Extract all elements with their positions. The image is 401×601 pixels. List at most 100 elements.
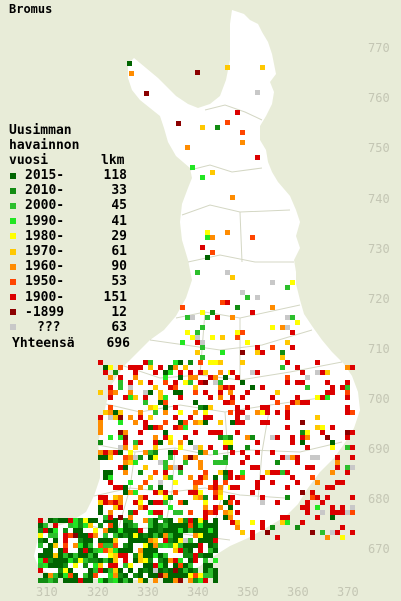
observation-square bbox=[213, 495, 218, 500]
observation-square bbox=[88, 523, 93, 528]
observation-square bbox=[193, 410, 198, 415]
x-tick-label: 360 bbox=[287, 585, 309, 599]
observation-square bbox=[103, 518, 108, 523]
observation-square bbox=[128, 460, 133, 465]
observation-square bbox=[93, 533, 98, 538]
observation-square bbox=[133, 500, 138, 505]
observation-square bbox=[260, 350, 265, 355]
observation-square bbox=[208, 538, 213, 543]
observation-square bbox=[250, 310, 255, 315]
legend-row: 2000- 45 bbox=[9, 198, 130, 213]
observation-square bbox=[213, 360, 218, 365]
observation-square bbox=[280, 515, 285, 520]
observation-square bbox=[200, 175, 205, 180]
observation-square bbox=[228, 505, 233, 510]
observation-square bbox=[168, 505, 173, 510]
observation-square bbox=[208, 523, 213, 528]
observation-square bbox=[68, 553, 73, 558]
observation-square bbox=[158, 490, 163, 495]
observation-square bbox=[218, 460, 223, 465]
observation-square bbox=[108, 470, 113, 475]
observation-square bbox=[158, 533, 163, 538]
observation-square bbox=[315, 515, 320, 520]
observation-square bbox=[218, 430, 223, 435]
observation-square bbox=[173, 548, 178, 553]
observation-square bbox=[255, 295, 260, 300]
observation-square bbox=[213, 375, 218, 380]
observation-square bbox=[240, 290, 245, 295]
observation-square bbox=[133, 538, 138, 543]
observation-square bbox=[260, 495, 265, 500]
observation-square bbox=[148, 380, 153, 385]
observation-square bbox=[78, 538, 83, 543]
observation-square bbox=[118, 435, 123, 440]
observation-square bbox=[280, 470, 285, 475]
observation-square bbox=[118, 415, 123, 420]
observation-square bbox=[193, 533, 198, 538]
observation-square bbox=[183, 420, 188, 425]
observation-square bbox=[275, 470, 280, 475]
observation-square bbox=[173, 365, 178, 370]
observation-square bbox=[138, 365, 143, 370]
observation-square bbox=[43, 553, 48, 558]
observation-square bbox=[183, 500, 188, 505]
observation-square bbox=[83, 558, 88, 563]
observation-square bbox=[108, 410, 113, 415]
observation-square bbox=[153, 548, 158, 553]
observation-square bbox=[38, 563, 43, 568]
observation-square bbox=[163, 405, 168, 410]
legend-count: 29 bbox=[111, 228, 127, 244]
observation-square bbox=[113, 543, 118, 548]
observation-square bbox=[138, 500, 143, 505]
observation-square bbox=[223, 435, 228, 440]
observation-square bbox=[128, 455, 133, 460]
observation-square bbox=[78, 543, 83, 548]
observation-square bbox=[250, 435, 255, 440]
observation-square bbox=[290, 330, 295, 335]
observation-square bbox=[345, 510, 350, 515]
observation-square bbox=[43, 523, 48, 528]
observation-square bbox=[133, 370, 138, 375]
observation-square bbox=[148, 538, 153, 543]
observation-square bbox=[280, 350, 285, 355]
x-tick-label: 310 bbox=[36, 585, 58, 599]
observation-square bbox=[123, 455, 128, 460]
observation-square bbox=[213, 430, 218, 435]
observation-square bbox=[210, 250, 215, 255]
observation-square bbox=[173, 360, 178, 365]
observation-square bbox=[213, 543, 218, 548]
observation-square bbox=[275, 460, 280, 465]
observation-square bbox=[158, 440, 163, 445]
legend-label: 2015- bbox=[25, 168, 65, 184]
legend: Uusimman havainnon vuosi lkm 2015- 118 20… bbox=[9, 123, 130, 351]
observation-square bbox=[193, 430, 198, 435]
legend-total-label: Yhteensä bbox=[12, 335, 75, 351]
observation-square bbox=[148, 528, 153, 533]
observation-square bbox=[183, 538, 188, 543]
observation-square bbox=[153, 543, 158, 548]
observation-square bbox=[163, 395, 168, 400]
observation-square bbox=[200, 355, 205, 360]
observation-square bbox=[345, 435, 350, 440]
observation-square bbox=[158, 553, 163, 558]
observation-square bbox=[245, 405, 250, 410]
observation-square bbox=[193, 518, 198, 523]
observation-square bbox=[98, 455, 103, 460]
observation-square bbox=[240, 380, 245, 385]
observation-square bbox=[235, 485, 240, 490]
observation-square bbox=[48, 558, 53, 563]
observation-square bbox=[213, 538, 218, 543]
observation-square bbox=[183, 548, 188, 553]
observation-square bbox=[153, 553, 158, 558]
observation-square bbox=[320, 370, 325, 375]
observation-square bbox=[198, 380, 203, 385]
observation-square bbox=[350, 430, 355, 435]
observation-square bbox=[178, 360, 183, 365]
observation-square bbox=[148, 523, 153, 528]
observation-square bbox=[295, 395, 300, 400]
observation-square bbox=[213, 558, 218, 563]
observation-square bbox=[128, 450, 133, 455]
observation-square bbox=[285, 495, 290, 500]
observation-square bbox=[98, 578, 103, 583]
observation-square bbox=[43, 528, 48, 533]
